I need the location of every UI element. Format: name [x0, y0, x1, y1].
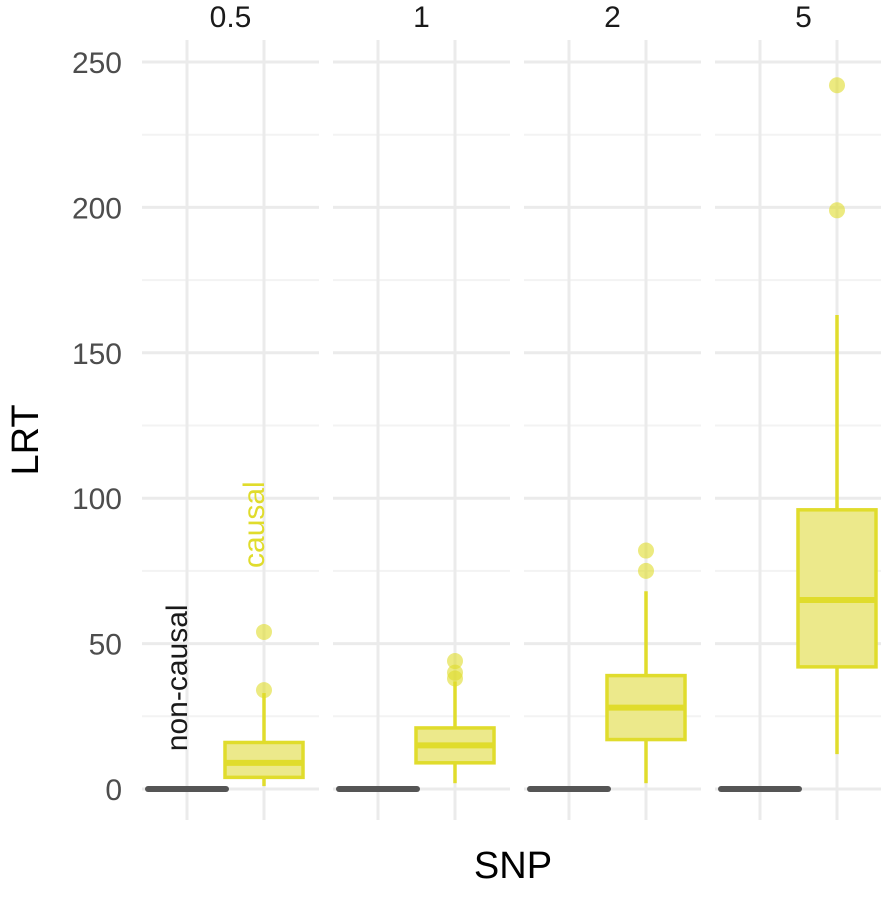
outlier-point — [447, 664, 463, 681]
outlier-point — [256, 682, 272, 699]
box-layer — [145, 77, 878, 792]
text-layer: 0 50 100 150 200 250 0.5 1 2 5 non-causal causal — [72, 1, 812, 807]
annotation-non-causal: non-causal — [161, 604, 194, 751]
y-tick-label: 0 — [105, 774, 122, 807]
outlier-point — [638, 562, 654, 579]
y-tick-label: 50 — [89, 629, 122, 662]
y-tick-label: 200 — [72, 192, 122, 225]
y-tick-label: 100 — [72, 483, 122, 516]
facet-label: 1 — [413, 1, 430, 34]
outlier-point — [829, 202, 845, 219]
annotation-causal: causal — [238, 481, 271, 568]
facet-label: 2 — [604, 1, 621, 34]
y-tick-label: 250 — [72, 47, 122, 80]
outlier-point — [256, 623, 272, 640]
outlier-point — [829, 77, 845, 94]
facet-label: 0.5 — [210, 1, 252, 34]
y-tick-label: 150 — [72, 338, 122, 371]
grid-layer — [142, 40, 881, 820]
outlier-point — [638, 542, 654, 559]
x-axis-title: SNP — [474, 845, 552, 887]
y-axis-title: LRT — [5, 404, 47, 475]
outlier-point — [447, 653, 463, 670]
facet-label: 5 — [795, 1, 812, 34]
box-iqr — [796, 508, 878, 669]
